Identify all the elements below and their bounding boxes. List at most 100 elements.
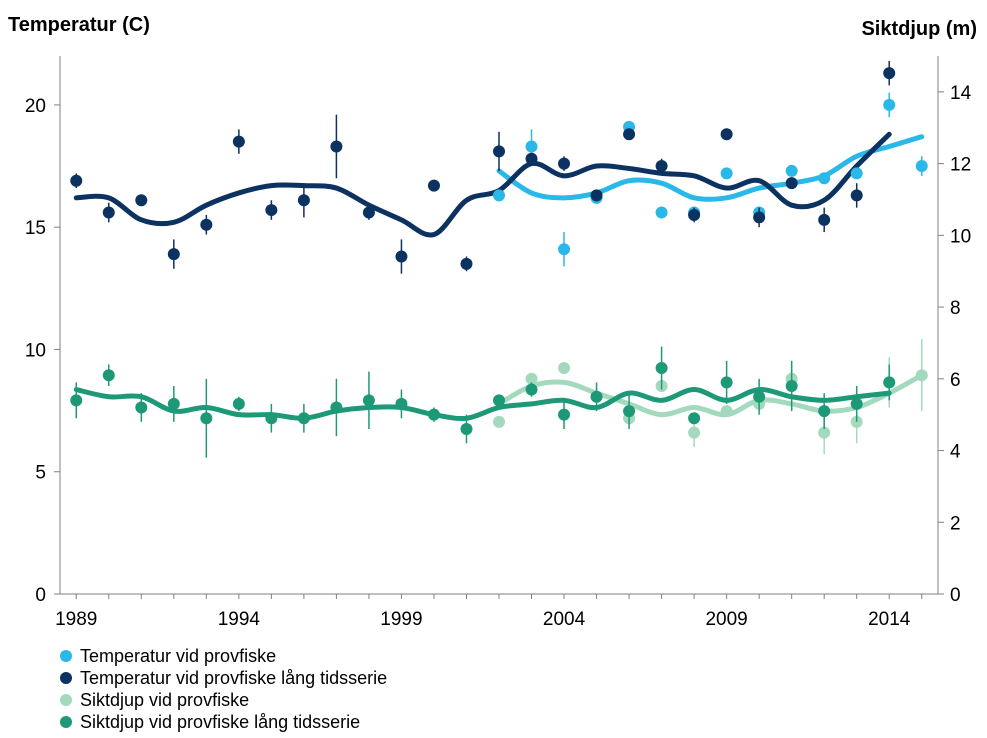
data-point — [655, 362, 668, 375]
legend-item: Siktdjup vid provfiske lång tidsserie — [60, 711, 387, 733]
data-point — [785, 177, 798, 190]
data-point — [265, 412, 278, 425]
data-point — [493, 145, 505, 158]
data-point — [70, 174, 83, 187]
y-right-tick-label: 8 — [950, 298, 961, 319]
legend-dot-icon — [60, 672, 72, 684]
y-right-tick-label: 14 — [950, 83, 972, 104]
data-point — [102, 369, 115, 382]
y-left-tick-label: 15 — [25, 218, 46, 239]
data-point — [818, 426, 831, 439]
data-point — [850, 189, 863, 202]
data-point — [655, 206, 668, 219]
legend-label: Siktdjup vid provfiske — [80, 689, 250, 710]
data-point — [883, 98, 896, 111]
data-point — [850, 167, 863, 180]
data-point — [883, 376, 896, 389]
x-tick-label: 1989 — [55, 609, 97, 630]
data-point — [655, 160, 668, 173]
legend-item: Temperatur vid provfiske lång tidsserie — [60, 667, 387, 689]
data-point — [493, 394, 505, 407]
y-left-tick-label: 20 — [25, 96, 46, 117]
y-left-tick-label: 10 — [25, 340, 46, 361]
data-point — [720, 167, 733, 180]
data-point — [558, 157, 571, 170]
trend-line — [73, 131, 892, 238]
x-tick-label: 1999 — [380, 609, 422, 630]
data-point — [297, 194, 310, 207]
y-right-tick-label: 2 — [950, 513, 961, 534]
data-point — [395, 250, 408, 263]
data-point — [623, 128, 636, 141]
data-point — [525, 383, 538, 396]
data-point — [330, 401, 343, 414]
legend-dot-icon — [60, 650, 72, 662]
data-point — [525, 140, 538, 153]
data-point — [362, 394, 375, 407]
legend-label: Temperatur vid provfiske — [80, 645, 277, 666]
data-point — [167, 248, 180, 261]
data-point — [818, 172, 831, 185]
data-point — [915, 160, 928, 173]
data-point — [70, 394, 83, 407]
data-point — [753, 211, 766, 224]
y-right-tick-label: 6 — [950, 370, 961, 391]
trend-line — [496, 134, 925, 202]
data-point — [330, 140, 343, 153]
data-point — [720, 376, 733, 389]
data-point — [427, 179, 440, 192]
x-tick-label: 2014 — [868, 609, 911, 630]
data-point — [590, 189, 603, 202]
data-point — [232, 397, 245, 410]
y-axis-right-label: Siktdjup (m) — [861, 18, 977, 40]
data-point — [200, 218, 213, 231]
legend-dot-icon — [60, 716, 72, 728]
data-point — [785, 379, 798, 392]
data-point — [915, 369, 928, 382]
y-axis-left-label: Temperatur (C) — [8, 14, 150, 36]
data-point — [493, 415, 505, 428]
data-point — [753, 390, 766, 403]
legend-item: Temperatur vid provfiske — [60, 645, 387, 667]
data-point — [297, 412, 310, 425]
data-point — [460, 257, 473, 270]
data-point — [460, 423, 473, 436]
data-point — [232, 135, 245, 148]
x-tick-label: 1994 — [218, 609, 261, 630]
data-point — [785, 164, 798, 177]
data-point — [135, 401, 148, 414]
legend-label: Temperatur vid provfiske lång tidsserie — [80, 667, 388, 688]
data-point — [850, 397, 863, 410]
x-tick-label: 2004 — [543, 609, 586, 630]
data-point — [720, 405, 733, 418]
x-tick-label: 2009 — [705, 609, 747, 630]
legend-item: Siktdjup vid provfiske — [60, 689, 387, 711]
data-point — [818, 213, 831, 226]
data-point — [688, 426, 701, 439]
y-right-tick-label: 12 — [950, 155, 971, 176]
data-point — [200, 412, 213, 425]
data-point — [167, 397, 180, 410]
y-right-tick-label: 0 — [950, 585, 961, 606]
data-point — [883, 67, 896, 80]
data-point — [558, 408, 571, 421]
data-point — [558, 243, 571, 256]
data-point — [135, 194, 148, 207]
legend-label: Siktdjup vid provfiske lång tidsserie — [80, 711, 361, 732]
data-point — [102, 206, 115, 219]
data-point — [493, 189, 505, 202]
data-point — [590, 390, 603, 403]
y-left-tick-label: 5 — [35, 463, 46, 484]
y-left-tick-label: 0 — [35, 585, 46, 606]
data-point — [688, 412, 701, 425]
data-point — [558, 362, 571, 375]
data-point — [525, 152, 538, 165]
trend-line — [73, 387, 892, 422]
y-right-tick-label: 4 — [950, 442, 961, 463]
data-point — [818, 405, 831, 418]
data-point — [688, 208, 701, 221]
data-point — [395, 397, 408, 410]
data-point — [525, 372, 538, 385]
data-point — [362, 206, 375, 219]
